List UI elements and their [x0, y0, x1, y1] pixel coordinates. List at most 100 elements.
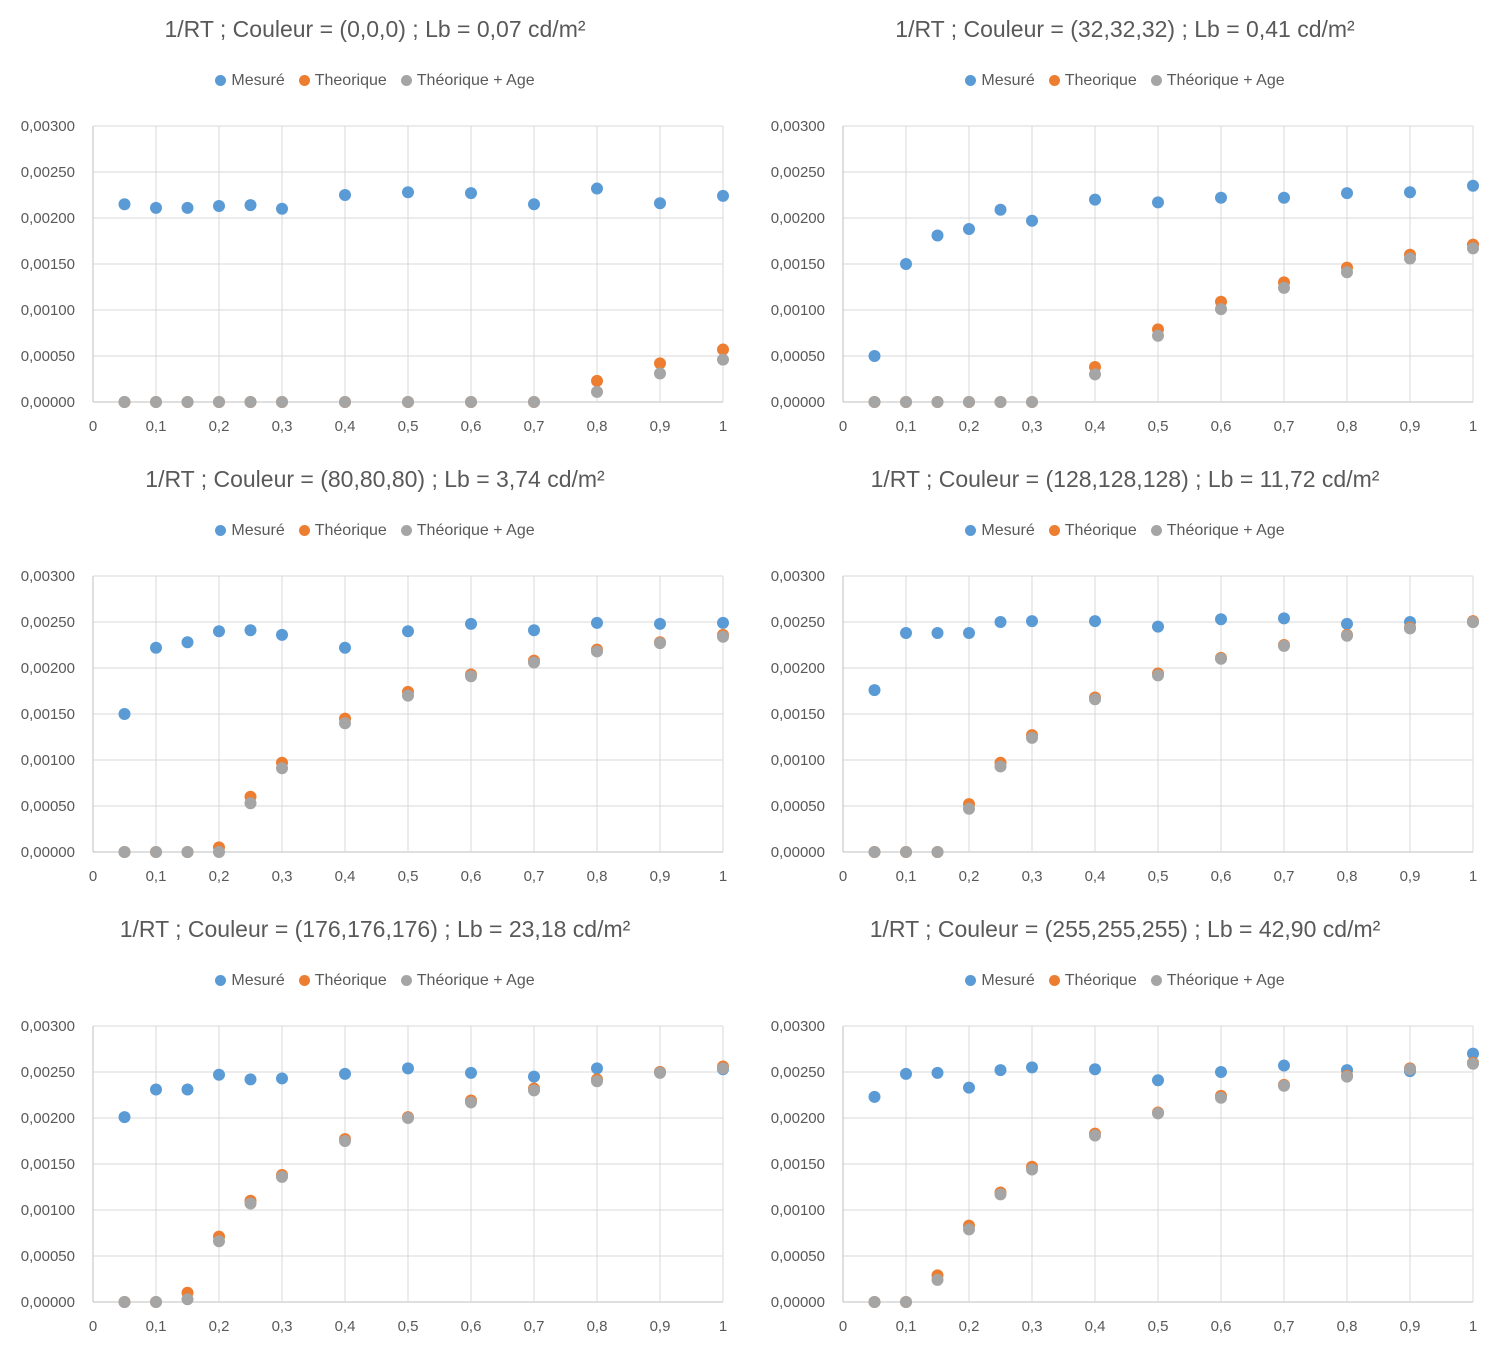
- legend-marker: [215, 975, 227, 986]
- legend-label: Mesuré: [981, 972, 1035, 989]
- data-point: [213, 846, 225, 858]
- x-tick-label: 0,2: [209, 1318, 230, 1335]
- legend-label: Mesuré: [231, 522, 285, 539]
- series-theorique-age: [868, 616, 1479, 858]
- data-point: [244, 199, 257, 212]
- data-point: [868, 846, 881, 858]
- y-tick-label: 0,00250: [771, 164, 825, 181]
- data-point: [1152, 620, 1164, 633]
- data-point: [181, 1083, 194, 1096]
- data-point: [276, 628, 288, 641]
- data-point: [994, 203, 1007, 216]
- data-point: [963, 1223, 975, 1236]
- series-theorique: [118, 628, 729, 858]
- data-point: [1026, 1163, 1038, 1176]
- data-point: [465, 396, 477, 408]
- data-point: [528, 396, 540, 408]
- x-tick-label: 0: [839, 868, 847, 885]
- data-point: [900, 627, 912, 640]
- chart-title: 1/RT ; Couleur = (32,32,32) ; Lb = 0,41 …: [895, 16, 1355, 42]
- legend-label: Théorique: [314, 972, 387, 989]
- data-point: [213, 625, 225, 638]
- x-tick-label: 0: [89, 868, 97, 885]
- x-tick-label: 0,1: [146, 418, 167, 435]
- data-point: [963, 802, 975, 815]
- y-tick-label: 0,00150: [21, 706, 75, 723]
- data-point: [654, 617, 666, 630]
- series-theorique-age: [118, 1062, 729, 1308]
- data-point: [276, 762, 288, 775]
- data-point: [1341, 617, 1353, 630]
- data-point: [1404, 622, 1416, 635]
- data-point: [1215, 1091, 1227, 1104]
- x-tick-label: 0,4: [335, 1318, 356, 1335]
- y-tick-label: 0,00150: [771, 1156, 825, 1173]
- y-tick-label: 0,00200: [771, 210, 825, 227]
- y-tick-label: 0,00250: [771, 1064, 825, 1081]
- data-point: [118, 708, 131, 720]
- data-point: [931, 846, 944, 858]
- data-point: [1278, 1059, 1290, 1072]
- chart-title: 1/RT ; Couleur = (176,176,176) ; Lb = 23…: [119, 916, 631, 942]
- x-tick-label: 0,7: [1274, 1318, 1295, 1335]
- x-tick-label: 0: [89, 418, 97, 435]
- data-point: [717, 630, 729, 643]
- x-tick-label: 0,2: [209, 868, 230, 885]
- data-point: [118, 846, 131, 858]
- chart-panel: 1/RT ; Couleur = (255,255,255) ; Lb = 42…: [750, 900, 1500, 1350]
- y-tick-label: 0,00000: [21, 1294, 75, 1311]
- x-tick-label: 0,8: [587, 418, 608, 435]
- x-tick-label: 0,6: [461, 1318, 482, 1335]
- y-tick-label: 0,00250: [21, 614, 75, 631]
- legend-item-mesure: Mesuré: [215, 972, 285, 990]
- data-point: [1278, 612, 1290, 625]
- x-tick-label: 0,4: [1085, 1318, 1106, 1335]
- data-point: [213, 1068, 225, 1081]
- data-point: [868, 350, 881, 362]
- y-tick-label: 0,00050: [21, 798, 75, 815]
- data-point: [276, 396, 288, 408]
- legend-item-theorique: Théorique: [1048, 522, 1137, 540]
- data-point: [276, 1072, 288, 1085]
- x-tick-label: 0,9: [1400, 1318, 1421, 1335]
- data-point: [150, 641, 162, 654]
- chart-legend: Mesuré Theorique Théorique + Age: [750, 72, 1500, 90]
- series-theorique-age: [118, 353, 729, 408]
- data-point: [931, 229, 944, 242]
- legend-marker: [1048, 975, 1060, 986]
- data-point: [528, 198, 540, 211]
- data-point: [1341, 629, 1353, 642]
- data-point: [1278, 1079, 1290, 1092]
- data-point: [931, 1273, 944, 1286]
- x-tick-label: 0,8: [1337, 868, 1358, 885]
- x-tick-label: 1: [1469, 868, 1477, 885]
- legend-marker: [298, 525, 310, 536]
- legend-item-theorique: Theorique: [1048, 72, 1137, 90]
- data-point: [931, 1066, 944, 1079]
- x-tick-label: 0,4: [1085, 418, 1106, 435]
- data-point: [900, 1067, 912, 1080]
- data-point: [244, 396, 257, 408]
- data-point: [994, 1064, 1007, 1077]
- legend-label: Mesuré: [981, 522, 1035, 539]
- data-point: [213, 200, 225, 213]
- x-tick-label: 0,9: [1400, 418, 1421, 435]
- data-point: [717, 353, 729, 366]
- y-tick-label: 0,00150: [771, 256, 825, 273]
- data-point: [1341, 1070, 1353, 1083]
- data-point: [339, 717, 351, 730]
- data-point: [868, 684, 881, 697]
- series-mesure: [118, 182, 729, 215]
- chart-panel: 1/RT ; Couleur = (176,176,176) ; Lb = 23…: [0, 900, 750, 1350]
- data-point: [1404, 252, 1416, 265]
- chart-panel: 1/RT ; Couleur = (128,128,128) ; Lb = 11…: [750, 450, 1500, 900]
- series-mesure: [868, 1047, 1479, 1103]
- y-tick-label: 0,00300: [771, 568, 825, 585]
- x-tick-label: 0,7: [1274, 868, 1295, 885]
- x-tick-label: 0,3: [1022, 1318, 1043, 1335]
- plot-area: 0,00000 0,00050 0,00100 0,00150 0,00200 0,002…: [21, 568, 729, 885]
- x-tick-label: 0,3: [272, 868, 293, 885]
- series-mesure: [868, 179, 1479, 362]
- series-theorique: [118, 1060, 729, 1308]
- chart-legend: Mesuré Théorique Théorique + Age: [750, 972, 1500, 990]
